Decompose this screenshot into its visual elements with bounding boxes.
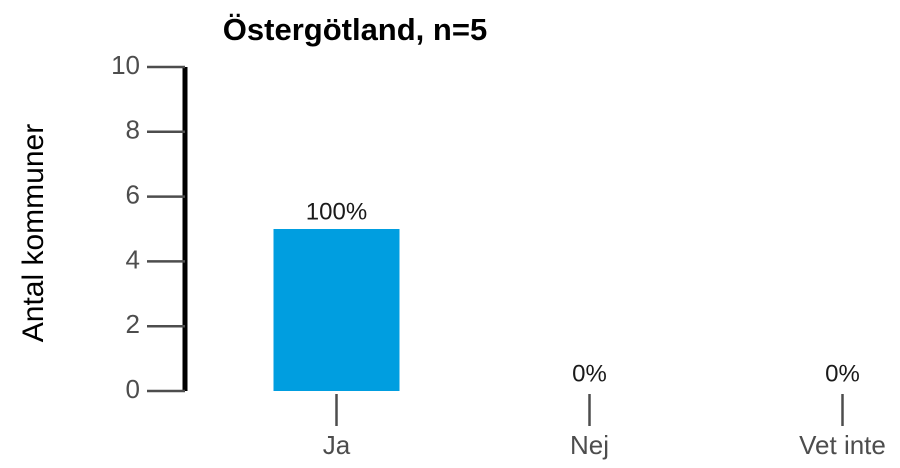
y-tick-label: 10 bbox=[111, 50, 140, 80]
y-tick-label: 2 bbox=[126, 309, 140, 339]
y-tick-label: 4 bbox=[126, 244, 140, 274]
value-label: 0% bbox=[572, 360, 607, 387]
y-tick-label: 0 bbox=[126, 374, 140, 404]
x-tick-label: Nej bbox=[570, 430, 609, 460]
y-axis-label: Antal kommuner bbox=[17, 124, 50, 342]
x-tick-label: Vet inte bbox=[799, 430, 886, 460]
value-label: 0% bbox=[825, 360, 860, 387]
y-tick-label: 8 bbox=[126, 115, 140, 145]
value-label: 100% bbox=[306, 198, 367, 225]
y-tick-label: 6 bbox=[126, 179, 140, 209]
chart-title: Östergötland, n=5 bbox=[223, 12, 487, 47]
x-tick-label: Ja bbox=[323, 430, 351, 460]
bar bbox=[273, 229, 400, 391]
